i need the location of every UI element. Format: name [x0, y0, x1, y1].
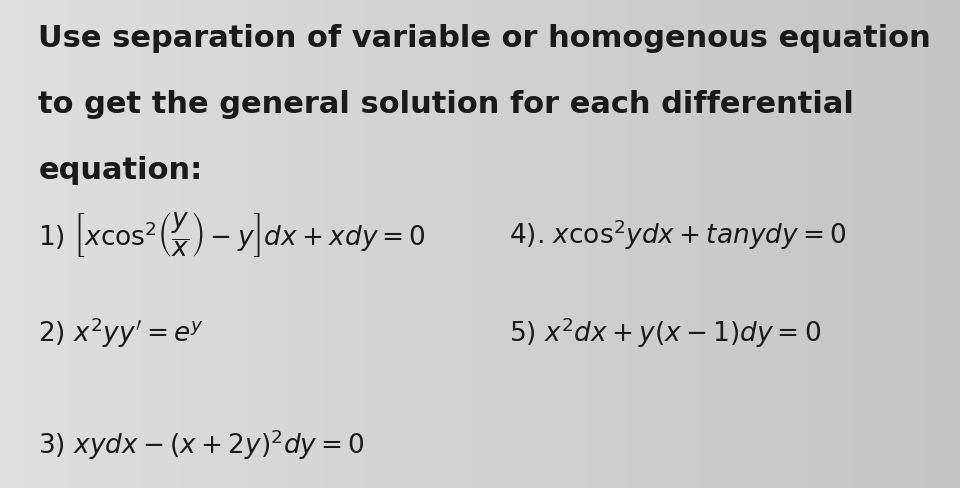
Text: 2) $x^2yy' = e^y$: 2) $x^2yy' = e^y$: [38, 315, 204, 349]
Text: to get the general solution for each differential: to get the general solution for each dif…: [38, 90, 854, 119]
Text: 5) $x^2dx + y(x-1)dy = 0$: 5) $x^2dx + y(x-1)dy = 0$: [509, 315, 821, 349]
Text: 4). $x\cos^2\!ydx + tanydy = 0$: 4). $x\cos^2\!ydx + tanydy = 0$: [509, 217, 847, 251]
Text: equation:: equation:: [38, 156, 203, 185]
Text: 3) $xydx - (x + 2y)^2dy = 0$: 3) $xydx - (x + 2y)^2dy = 0$: [38, 427, 365, 461]
Text: Use separation of variable or homogenous equation: Use separation of variable or homogenous…: [38, 24, 931, 53]
Text: 1) $\left[x\cos^2\!\left(\dfrac{y}{x}\right) - y\right]dx + xdy = 0$: 1) $\left[x\cos^2\!\left(\dfrac{y}{x}\ri…: [38, 210, 426, 259]
